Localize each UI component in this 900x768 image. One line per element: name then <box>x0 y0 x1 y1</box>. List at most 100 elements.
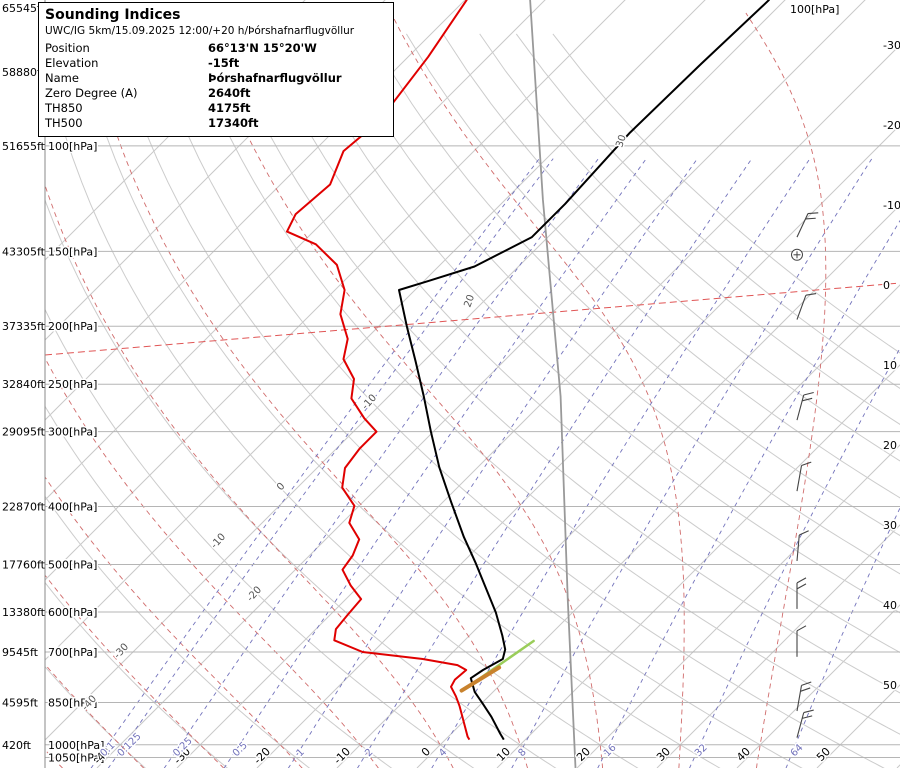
altitude-label: 37335ft <box>2 320 46 333</box>
temp-label-right: 10 <box>883 359 897 372</box>
temp-label-right: 0 <box>883 279 890 292</box>
isotherm-line <box>656 524 900 768</box>
mixing-ratio-line <box>357 158 753 768</box>
top-right-pressure-label: 100[hPa] <box>790 3 839 16</box>
index-row: TH500 17340ft <box>45 116 387 131</box>
pressure-label: 850[hPa] <box>48 697 97 710</box>
wind-barb-icon <box>796 293 817 320</box>
wind-barb-icon <box>796 461 812 492</box>
mixing-ratio-lines <box>90 158 900 768</box>
grid-inline-label: -20 <box>245 585 264 605</box>
temp-label-right: 20 <box>883 439 897 452</box>
pressure-label: 400[hPa] <box>48 500 97 513</box>
index-label: Zero Degree (A) <box>45 86 138 100</box>
dry-adiabat-line <box>149 33 885 768</box>
moist-adiabat-line <box>199 12 604 768</box>
panel-subtitle: UWC/IG 5km/15.09.2025 12:00/+20 h/Þórsha… <box>45 25 355 37</box>
dry-adiabat-line <box>259 33 900 654</box>
altitude-label: 32840ft <box>2 378 46 391</box>
wind-barbs <box>791 212 819 738</box>
panel-title: Sounding Indices <box>45 7 181 23</box>
dry-adiabat-line <box>45 495 311 768</box>
pressure-label: 500[hPa] <box>48 559 97 572</box>
index-label: TH500 <box>45 116 83 130</box>
calm-wind-icon <box>791 248 803 261</box>
dry-adiabat-line <box>45 581 229 768</box>
temp-label-bottom: 30 <box>654 745 673 764</box>
temp-label-bottom: 20 <box>574 745 593 764</box>
altitude-label: 17760ft <box>2 559 46 572</box>
isotherm-line <box>45 0 626 581</box>
dry-adiabat-line <box>76 33 721 768</box>
temp-label-right: -20 <box>883 119 900 132</box>
wind-barb-icon <box>796 577 807 609</box>
moist-adiabat-line <box>45 357 379 768</box>
dry-adiabat-line <box>45 308 475 768</box>
temp-label-bottom: 40 <box>734 745 753 764</box>
index-label: Name <box>45 71 79 85</box>
pressure-label: 250[hPa] <box>48 378 97 391</box>
pressure-label: 1050[hPa] <box>48 751 104 764</box>
isotherm-line <box>96 0 866 768</box>
pressure-label: 600[hPa] <box>48 606 97 619</box>
moist-adiabat-line <box>45 183 454 768</box>
wind-barb-icon <box>796 530 809 561</box>
dry-adiabat-line <box>369 33 900 537</box>
pressure-label: 300[hPa] <box>48 426 97 439</box>
moist-adiabat-line <box>84 12 528 768</box>
dry-adiabat-line <box>45 55 639 768</box>
index-row: Name Þórshafnarflugvöllur <box>45 71 387 86</box>
dry-adiabat-line <box>332 33 900 575</box>
parcel-segment-orange <box>459 665 502 693</box>
index-value: 66°13'N 15°20'W <box>208 41 317 55</box>
altitude-label: 4595ft <box>2 697 39 710</box>
pressure-label: 1000[hPa] <box>48 739 104 752</box>
grid-inline-label: 20 <box>462 293 477 309</box>
isotherm-line <box>256 124 900 768</box>
index-row: TH850 4175ft <box>45 101 387 116</box>
pressure-label: 200[hPa] <box>48 320 97 333</box>
pressure-label: 100[hPa] <box>48 140 97 153</box>
index-label: TH850 <box>45 101 83 115</box>
mixing-ratio-line <box>785 506 900 768</box>
moist-adiabat-lines <box>45 12 827 768</box>
mixing-ratio-line <box>511 158 873 768</box>
isotherm-line <box>45 0 706 661</box>
dry-adiabat-line <box>45 405 393 768</box>
index-label: Position <box>45 41 90 55</box>
index-row: Zero Degree (A) 2640ft <box>45 86 387 101</box>
dry-adiabat-line <box>296 33 900 614</box>
altitude-label: 22870ft <box>2 500 46 513</box>
temp-label-right: 30 <box>883 519 897 532</box>
index-label: Elevation <box>45 56 99 70</box>
dry-adiabat-line <box>45 198 557 768</box>
parcel-trace <box>529 0 577 768</box>
moist-adiabat-line <box>390 12 685 768</box>
altitude-label: 58880ft <box>2 66 46 79</box>
isotherm-line <box>45 0 786 741</box>
dry-adiabat-line <box>45 665 146 768</box>
reference-line <box>45 282 900 356</box>
temp-label-bottom: -20 <box>251 745 273 767</box>
mixing-ratio-line <box>163 158 599 768</box>
wind-barb-icon <box>796 212 819 238</box>
index-row: Elevation -15ft <box>45 56 387 71</box>
index-value: 4175ft <box>208 101 251 115</box>
altitude-label: 13380ft <box>2 606 46 619</box>
mixing-ratio-line <box>223 158 647 768</box>
wind-barb-icon <box>796 681 812 712</box>
moist-adiabat-line <box>745 12 827 768</box>
index-row: Position 66°13'N 15°20'W <box>45 41 387 56</box>
temp-label-bottom: 0 <box>419 745 433 759</box>
dry-adiabat-line <box>442 33 900 462</box>
index-value: Þórshafnarflugvöllur <box>208 71 342 85</box>
mixing-ratio-label: 0.5 <box>231 740 250 759</box>
pressure-label: 150[hPa] <box>48 245 97 258</box>
isotherm-line <box>176 44 900 768</box>
dewpoint-trace <box>286 0 471 741</box>
temp-label-bottom: 10 <box>494 745 513 764</box>
dry-adiabat-line <box>515 33 900 390</box>
wind-barb-icon <box>796 709 814 738</box>
